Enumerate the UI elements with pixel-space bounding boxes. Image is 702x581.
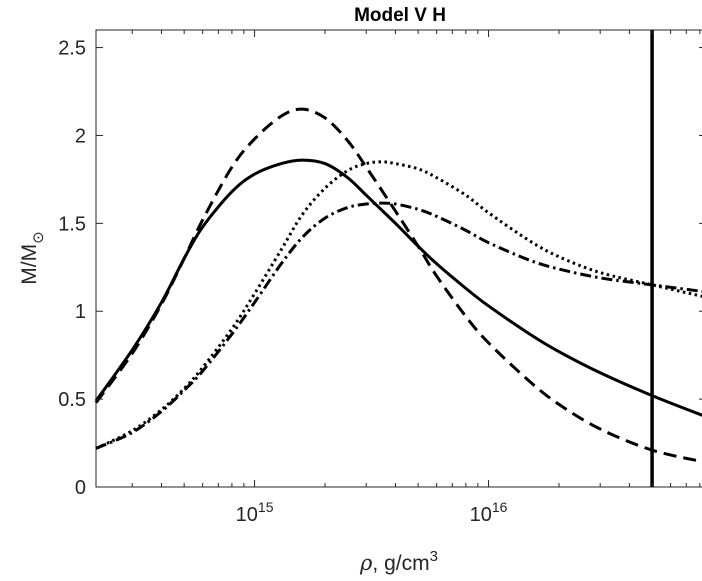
y-axis-label: M/M⊙ (18, 231, 47, 284)
x-axis-label: ρ, g/cm3 (359, 548, 438, 575)
y-tick-label: 2 (75, 125, 86, 147)
x-tick-label: 1015 (236, 499, 274, 526)
y-tick-label: 1.5 (58, 213, 86, 235)
series-line-2 (94, 107, 702, 464)
plot-area (95, 29, 702, 488)
x-axis-label-symbol: ρ (359, 551, 373, 575)
x-axis-label-text: , g/cm (372, 552, 429, 575)
x-tick-label: 1016 (470, 499, 508, 526)
y-axis-label-sub: ⊙ (29, 231, 47, 244)
chart-title: Model V H (354, 5, 446, 26)
y-tick-label: 1 (75, 301, 86, 323)
y-axis-label-main: M/M (18, 244, 41, 285)
y-tick-label: 2.5 (58, 38, 86, 60)
x-axis-label-sup: 3 (430, 548, 438, 565)
tick-layer: 0 0.5 1 1.5 2 2.5 1015 1016 (58, 30, 702, 526)
series-layer (94, 30, 702, 487)
y-tick-label: 0 (75, 477, 86, 499)
plot-frame (95, 29, 702, 488)
y-tick-label: 0.5 (58, 389, 86, 411)
series-line-4 (95, 201, 702, 450)
